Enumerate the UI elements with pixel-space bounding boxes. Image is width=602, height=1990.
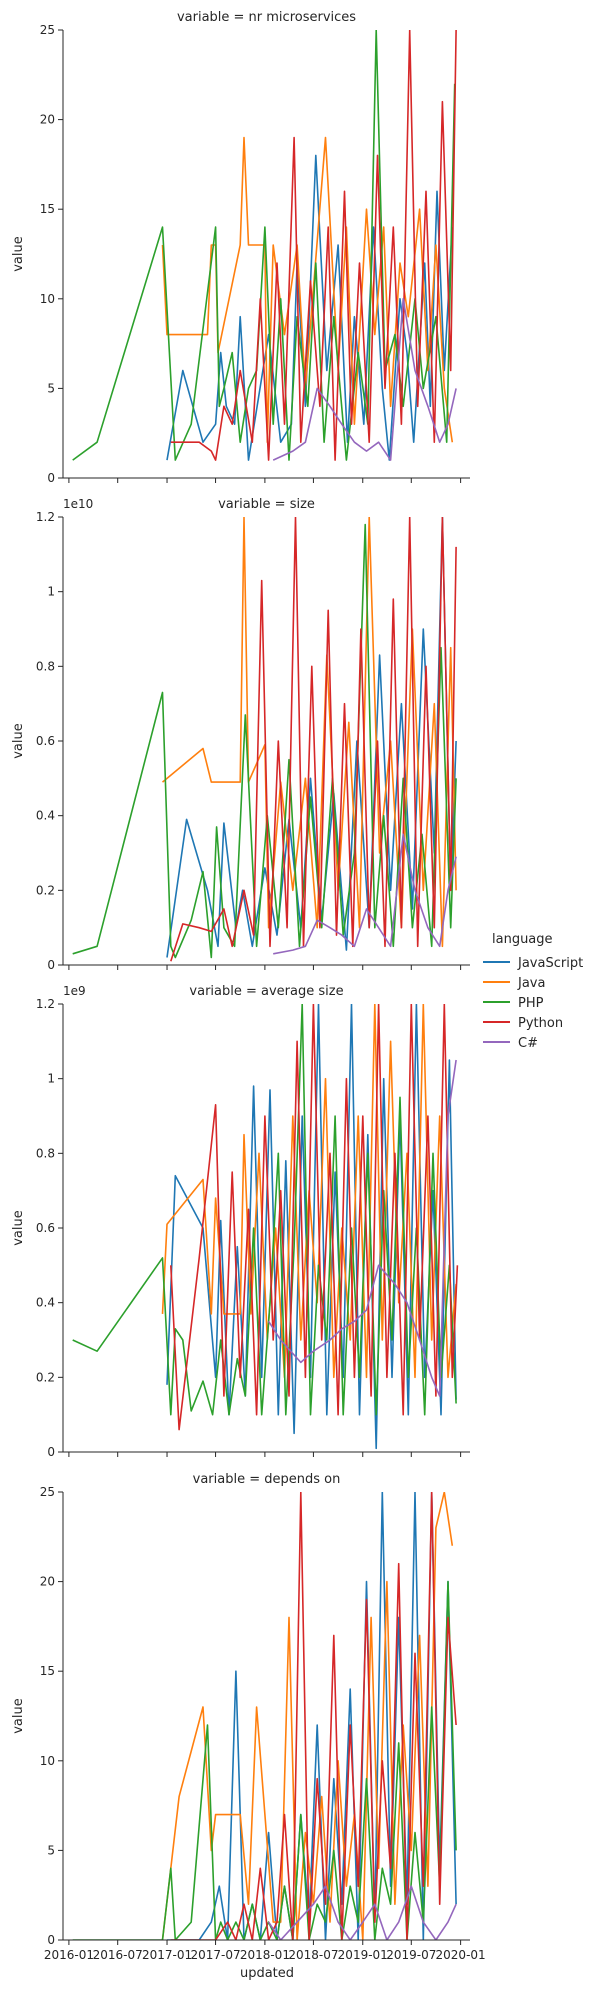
- panel-2: 0 0.2 0.4 0.6 0.8 1 1.2 variable = average size…: [11, 984, 470, 1459]
- series-line-csharp: [267, 1885, 457, 1940]
- y-tick-label: 1.2: [36, 997, 55, 1011]
- series-line-java: [161, 1004, 457, 1379]
- y-tick-label: 10: [40, 292, 55, 306]
- legend-label-java: Java: [517, 976, 545, 991]
- y-offset-label: 1e10: [63, 497, 93, 511]
- y-axis-title: value: [11, 1698, 26, 1734]
- y-tick-label: 0: [47, 1933, 55, 1947]
- y-tick-label: 0.2: [36, 883, 55, 897]
- y-tick-label: 15: [40, 1664, 55, 1678]
- y-axis-title: value: [11, 723, 26, 759]
- y-axis-title: value: [11, 1210, 26, 1246]
- panel-0-series: [72, 30, 457, 461]
- y-tick-label: 20: [40, 1575, 55, 1589]
- x-tick-label: 2016-07: [93, 1948, 143, 1962]
- y-tick-label: 1.2: [36, 510, 55, 524]
- y-tick-label: 20: [40, 113, 55, 127]
- x-tick-label: 2016-01: [44, 1948, 94, 1962]
- y-tick-label: 0: [47, 471, 55, 485]
- y-tick-label: 0.6: [36, 1221, 55, 1235]
- series-line-csharp: [272, 297, 457, 461]
- y-tick-label: 0: [47, 1445, 55, 1459]
- legend-title: language: [492, 932, 553, 947]
- y-tick-label: 5: [47, 381, 55, 395]
- series-line-php: [72, 1004, 457, 1416]
- y-tick-label: 5: [47, 1843, 55, 1857]
- series-line-java: [161, 1492, 454, 1940]
- series-line-python: [170, 1492, 457, 1940]
- series-line-python: [170, 517, 457, 962]
- x-axis-title: updated: [240, 1966, 294, 1981]
- series-line-python: [170, 1004, 459, 1431]
- x-tick-label: 2018-07: [288, 1948, 338, 1962]
- y-tick-label: 0.8: [36, 659, 55, 673]
- series-line-php: [72, 30, 456, 461]
- y-tick-label: 25: [40, 23, 55, 37]
- x-tick-label: 2019-07: [386, 1948, 436, 1962]
- panel-0: 0 5 10 15 20 25 variable = nr microservices val…: [11, 10, 470, 485]
- series-line-javascript: [166, 1004, 457, 1450]
- y-tick-label: 15: [40, 202, 55, 216]
- y-tick-label: 1: [47, 1072, 55, 1086]
- series-line-python: [170, 30, 457, 461]
- x-tick-label: 2019-01: [338, 1948, 388, 1962]
- panel-title: variable = average size: [189, 984, 343, 999]
- legend-label-php: PHP: [518, 996, 544, 1011]
- y-tick-label: 0.2: [36, 1370, 55, 1384]
- y-tick-label: 10: [40, 1754, 55, 1768]
- panel-title: variable = size: [218, 497, 315, 512]
- x-tick-label: 2020-01: [436, 1948, 486, 1962]
- panel-1-series: [72, 517, 457, 962]
- y-tick-label: 0.6: [36, 734, 55, 748]
- y-tick-label: 0.4: [36, 809, 55, 823]
- x-tick-label: 2017-01: [142, 1948, 192, 1962]
- y-axis-title: value: [11, 236, 26, 272]
- y-tick-label: 0.8: [36, 1146, 55, 1160]
- y-tick-label: 0.4: [36, 1296, 55, 1310]
- panel-2-series: [72, 1004, 459, 1450]
- panel-1: 0 0.2 0.4 0.6 0.8 1 1.2 variable = size 1e10 valu…: [11, 497, 470, 972]
- y-tick-label: 0: [47, 958, 55, 972]
- y-tick-label: 25: [40, 1485, 55, 1499]
- series-line-csharp: [273, 833, 457, 955]
- panel-title: variable = depends on: [193, 1472, 341, 1487]
- y-tick-label: 1: [47, 585, 55, 599]
- panel-3-series: [72, 1492, 457, 1940]
- series-line-javascript: [166, 154, 454, 461]
- series-line-csharp: [267, 1059, 457, 1397]
- series-line-javascript: [166, 517, 457, 958]
- legend-label-javascript: JavaScript: [517, 956, 583, 971]
- legend-label-csharp: C#: [518, 1036, 538, 1051]
- panel-title: variable = nr microservices: [177, 10, 356, 25]
- x-tick-label: 2018-01: [240, 1948, 290, 1962]
- y-offset-label: 1e9: [63, 984, 86, 998]
- legend: language JavaScript Java PHP Python C#: [483, 932, 583, 1051]
- x-tick-label: 2017-07: [190, 1948, 240, 1962]
- series-line-php: [72, 523, 457, 959]
- legend-label-python: Python: [518, 1016, 563, 1031]
